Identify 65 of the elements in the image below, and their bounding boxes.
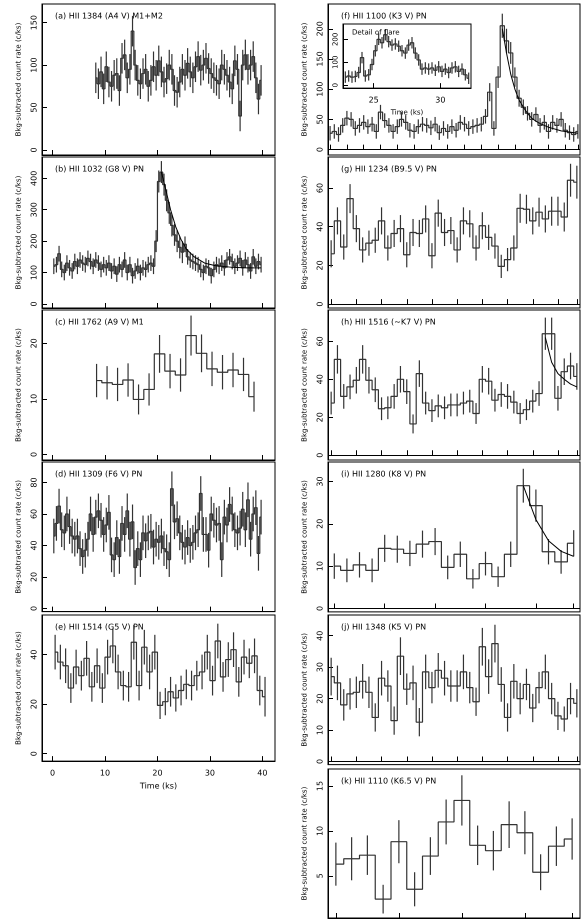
y-tick-label: 50 [316, 114, 324, 124]
y-tick-label: 10 [316, 561, 324, 572]
y-tick-label: 20 [316, 518, 324, 529]
y-tick-label: 40 [316, 630, 324, 641]
text: (i) HII 1280 (K8 V) PN [341, 470, 426, 478]
y-tick-label: 100 [30, 57, 38, 73]
y-tick-label: 0 [30, 147, 38, 152]
line-series [160, 172, 262, 268]
y-tick-label: 10 [30, 394, 38, 404]
text: (a) HII 1384 (A4 V) M1+M2 [55, 12, 163, 20]
text: (j) HII 1348 (K5 V) PN [341, 622, 426, 632]
y-tick-label: 10 [316, 724, 324, 736]
y-tick-label: 10 [316, 826, 324, 836]
x-tick-label: 30 [204, 768, 216, 778]
x-tick-label: 0 [50, 768, 56, 778]
text: (d) HII 1309 (F6 V) PN [55, 470, 142, 478]
text: (h) HII 1516 (~K7 V) PN [341, 318, 436, 326]
y-tick-label: 20 [30, 572, 38, 582]
y-tick-label: 20 [316, 412, 324, 422]
x-tick-label: 40 [257, 768, 268, 778]
y-tick-label: 0 [316, 452, 324, 458]
y-tick-label: 0 [316, 758, 324, 764]
y-tick-label: 300 [30, 202, 38, 218]
y-tick-label: 200 [316, 21, 324, 36]
y-tick-label: 5 [316, 873, 324, 878]
y-tick-label: 100 [316, 82, 324, 97]
y-tick-label: 0 [316, 606, 324, 611]
y-tick-label: 200 [30, 233, 38, 249]
y-tick-label: 0 [30, 301, 38, 306]
y-tick-label: 15 [316, 780, 324, 792]
y-tick-label: 20 [30, 338, 38, 348]
y-tick-label: 80 [30, 477, 38, 488]
y-tick-label: 40 [30, 540, 38, 551]
y-tick-label: 30 [316, 476, 324, 487]
y-tick-label: 50 [30, 102, 38, 113]
y-tick-label: 40 [316, 222, 324, 232]
y-tick-label: 400 [30, 170, 38, 186]
y-tick-label: 20 [30, 699, 38, 710]
line-series [544, 337, 578, 388]
y-tick-label: 150 [30, 15, 38, 30]
y-tick-label: 0 [30, 606, 38, 611]
x-axis-title: Time (ks) [138, 782, 178, 790]
text: (k) HII 1110 (K6.5 V) PN [341, 776, 436, 786]
text: (f) HII 1100 (K3 V) PN [341, 12, 427, 20]
y-tick-label: 60 [316, 336, 324, 346]
y-tick-label: 20 [316, 260, 324, 271]
text: (g) HII 1234 (B9.5 V) PN [341, 164, 437, 174]
y-tick-label: 30 [316, 662, 324, 672]
y-tick-label: 40 [30, 650, 38, 660]
text: (c) HII 1762 (A9 V) M1 [55, 318, 144, 326]
x-tick-label: 25 [368, 96, 379, 105]
y-tick-label: 20 [316, 694, 324, 704]
x-tick-label: 20 [152, 768, 163, 778]
y-tick-label: 60 [316, 182, 324, 194]
y-tick-label: 100 [30, 264, 38, 280]
y-tick-label: 0 [30, 751, 38, 756]
y-tick-label: 0 [316, 302, 324, 307]
y-tick-label: 150 [316, 51, 324, 67]
y-tick-label: 60 [30, 508, 38, 520]
x-tick-label: 10 [100, 768, 110, 778]
line-series [522, 485, 574, 557]
y-tick-label: 40 [316, 374, 324, 384]
y-tick-label: 0 [316, 147, 324, 152]
y-tick-label: 0 [30, 452, 38, 457]
text: (b) HII 1032 (G8 V) PN [55, 164, 144, 174]
